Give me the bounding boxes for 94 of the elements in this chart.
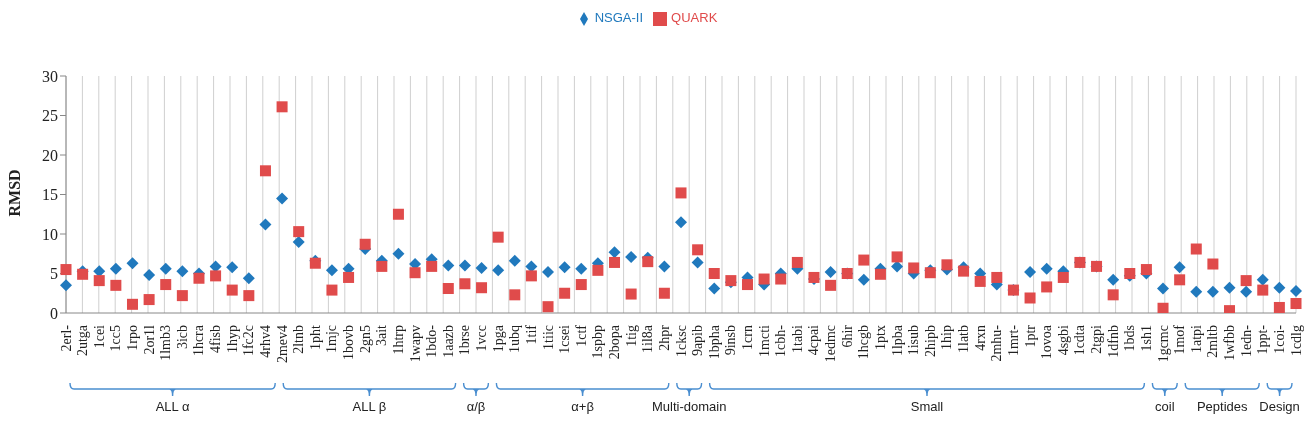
x-tick-label: 1ppt- <box>1255 324 1271 355</box>
y-tick-label: 25 <box>42 107 58 125</box>
x-tick-label: 1latb <box>956 325 972 353</box>
x-tick-label: 2mltb <box>1205 325 1221 358</box>
x-tick-label: 1crn <box>739 325 755 350</box>
x-tick-label: 2bopa <box>607 324 623 360</box>
x-tick-label: 1tiic <box>540 325 556 350</box>
x-tick-label: 2erl- <box>58 324 74 352</box>
x-tick-label: 1cksc <box>673 325 689 357</box>
x-tick-label: 4cpai <box>806 324 822 356</box>
x-tick-label: 1pht <box>307 324 323 350</box>
y-tick-label: 10 <box>42 225 58 243</box>
x-tick-label: 6hir <box>839 324 855 348</box>
x-tick-label: 1hcra <box>191 324 207 357</box>
y-tick-label: 20 <box>42 146 58 164</box>
text: α/β <box>466 399 486 414</box>
x-tick-label: 1dfnb <box>1105 325 1121 358</box>
x-tick-label: 1edn- <box>1238 324 1254 357</box>
x-tick-label: 1mjc <box>324 325 340 353</box>
x-tick-label: 1csei <box>557 324 573 354</box>
x-tick-label: 1hyp <box>224 325 240 353</box>
x-tick-label: 1ptx <box>872 325 888 350</box>
x-tick-label: 2utga <box>75 324 91 357</box>
x-tick-label: 1lpba <box>889 324 905 357</box>
x-tick-label: 2hipb <box>922 325 938 357</box>
x-tick-label: 1bovb <box>341 325 357 360</box>
x-tick-label: 4fisb <box>208 325 224 353</box>
x-tick-label: 1tig <box>623 325 639 347</box>
x-tick-label: 2gn5 <box>357 325 373 353</box>
x-tick-label: 1cc5 <box>108 325 124 352</box>
x-tick-label: 1bds <box>1122 325 1138 352</box>
x-tick-label: 1htrp <box>390 325 406 355</box>
x-tick-label: 1cei <box>91 324 107 349</box>
x-tick-label: 1mcti <box>756 324 772 357</box>
x-tick-label: 1cbh- <box>773 324 789 357</box>
x-tick-label: 1il8a <box>640 324 656 353</box>
x-tick-label: 1edmc <box>823 325 839 363</box>
x-tick-label: 1vcc <box>474 325 490 352</box>
x-tick-label: 1mrt- <box>1005 324 1021 357</box>
x-tick-label: 1lmb3 <box>158 325 174 361</box>
x-tick-label: 2mev4 <box>274 325 290 364</box>
x-tick-label: 1mof <box>1172 324 1188 355</box>
x-tick-label: 3ait <box>374 324 390 346</box>
text: coil <box>1155 399 1175 414</box>
x-tick-label: 1ovoa <box>1039 324 1055 360</box>
legend-label: QUARK <box>671 10 718 25</box>
x-tick-label: 1sh1 <box>1138 325 1154 352</box>
x-tick-label: 1ctf <box>573 324 589 347</box>
legend-label: NSGA-II <box>594 10 644 25</box>
x-tick-label: 9insb <box>723 325 739 356</box>
text: Peptides <box>1196 399 1248 414</box>
x-tick-label: 1fc2c <box>241 325 257 357</box>
x-tick-label: 1spbp <box>590 325 606 359</box>
x-tick-label: 1coi- <box>1271 324 1287 354</box>
x-tick-label: 1ptr <box>1022 324 1038 348</box>
y-axis-title: RMSD <box>5 169 23 217</box>
x-tick-label: 2tgpi <box>1089 324 1105 354</box>
x-tick-label: 1bpha <box>706 324 722 360</box>
text: ALL β <box>352 399 387 414</box>
x-tick-label: 1pga <box>490 324 506 353</box>
x-tick-label: 1cdlg <box>1288 325 1304 357</box>
y-tick-label: 15 <box>42 186 58 204</box>
x-tick-label: 1ubq <box>507 325 523 353</box>
x-tick-label: 1aazb <box>440 325 456 358</box>
y-tick-label: 5 <box>50 265 58 283</box>
x-tick-label: 2ltnb <box>291 325 307 354</box>
y-tick-label: 0 <box>50 304 58 322</box>
x-tick-label: 1hip <box>939 325 955 350</box>
x-tick-label: 1cdta <box>1072 324 1088 356</box>
x-tick-label: 1tif <box>523 324 539 345</box>
x-tick-label: 1gcmc <box>1155 325 1171 363</box>
x-tick-label: 1atpi <box>1188 324 1204 353</box>
text: ALL α <box>155 399 190 414</box>
x-tick-label: 9apib <box>690 325 706 357</box>
x-tick-label: 4rhv4 <box>257 325 273 358</box>
x-tick-label: 1brse <box>457 325 473 356</box>
x-tick-label: 1wfbb <box>1222 325 1238 361</box>
x-tick-label: 3icb <box>174 325 190 350</box>
x-tick-label: 1bdo- <box>424 324 440 358</box>
x-tick-label: 1hcgb <box>856 325 872 360</box>
x-tick-label: 4rxn <box>972 325 988 351</box>
x-tick-label: 1tabi <box>789 324 805 353</box>
x-tick-label: 1isub <box>906 325 922 356</box>
x-tick-label: 1rpo <box>124 325 140 351</box>
x-tick-label: 2mhu- <box>989 324 1005 362</box>
text: Multi-domain <box>651 399 727 414</box>
text: α+β <box>571 399 594 414</box>
x-tick-label: 2hpr <box>656 324 672 351</box>
text: Design <box>1259 399 1300 414</box>
x-tick-label: 1wapv <box>407 325 423 363</box>
y-tick-label: 30 <box>42 67 58 85</box>
x-tick-label: 2or1l <box>141 324 157 355</box>
text: Small <box>910 399 944 414</box>
x-tick-label: 4sgbi <box>1055 324 1071 356</box>
